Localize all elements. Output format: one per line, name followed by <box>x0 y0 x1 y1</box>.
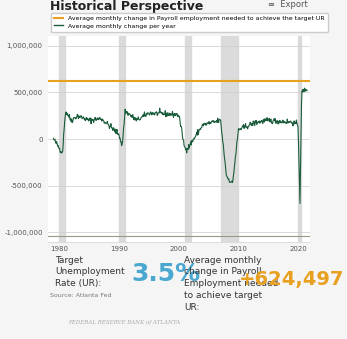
Text: FEDERAL RESERVE BANK of ATLANTA: FEDERAL RESERVE BANK of ATLANTA <box>68 320 181 324</box>
Bar <box>298 37 301 242</box>
Bar <box>185 37 191 242</box>
Legend: Average monthly change in Payroll employment needed to achieve the target UR, Av: Average monthly change in Payroll employ… <box>51 13 328 32</box>
Text: ≡  Export: ≡ Export <box>268 0 307 8</box>
Text: Target
Unemployment
Rate (UR):: Target Unemployment Rate (UR): <box>56 256 125 288</box>
Text: Source: Atlanta Fed: Source: Atlanta Fed <box>50 293 112 298</box>
Text: Historical Perspective: Historical Perspective <box>50 0 204 13</box>
Text: 3.5%: 3.5% <box>132 262 201 286</box>
Bar <box>59 37 66 242</box>
Text: Average monthly
change in Payroll
Employment needed
to achieve target
UR:: Average monthly change in Payroll Employ… <box>184 256 278 312</box>
Bar <box>221 37 238 242</box>
Text: +624,497: +624,497 <box>239 270 345 288</box>
Bar <box>119 37 125 242</box>
